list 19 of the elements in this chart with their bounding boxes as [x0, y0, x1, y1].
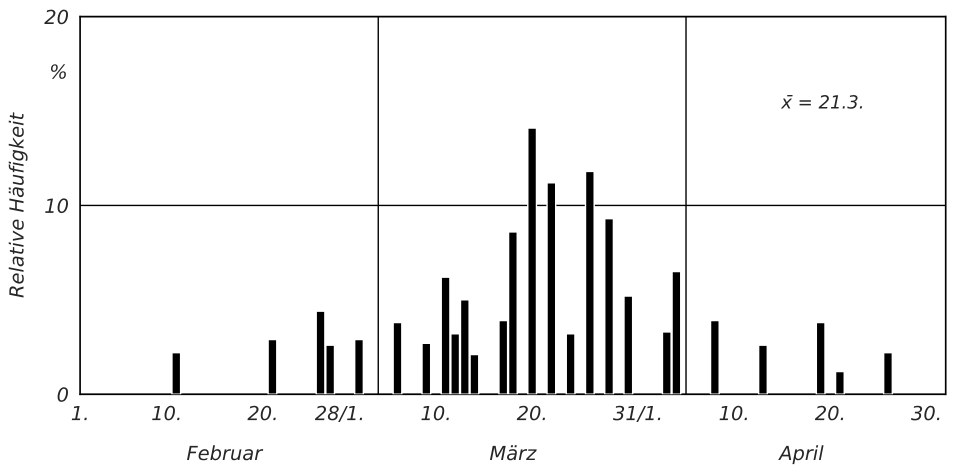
x-tick-label: 31/1. — [613, 406, 660, 422]
x-tick-label: 10. — [421, 406, 449, 420]
y-tick-label: 0 — [58, 387, 68, 402]
x-tick-label: 1. — [72, 406, 87, 420]
x-tick-label: 10. — [720, 406, 747, 420]
x-tick-label: 20. — [247, 406, 276, 420]
x-tick-label: 10. — [152, 406, 180, 420]
y-tick-label: 10 — [45, 198, 68, 214]
text: % — [50, 64, 66, 79]
text: April — [778, 445, 824, 464]
x-tick-label: 30. — [911, 406, 940, 420]
x-tick-label: 20. — [814, 406, 844, 420]
text: März — [490, 445, 537, 460]
y-axis-title: Relative Häufigkeit — [8, 112, 28, 298]
x-tick-label: 28/1. — [314, 406, 362, 422]
x-tick-label: 20. — [516, 406, 546, 420]
text: Februar — [187, 445, 264, 460]
y-tick-label: 20 — [44, 10, 68, 24]
annotation: x̄ = 21.3. — [780, 95, 862, 109]
